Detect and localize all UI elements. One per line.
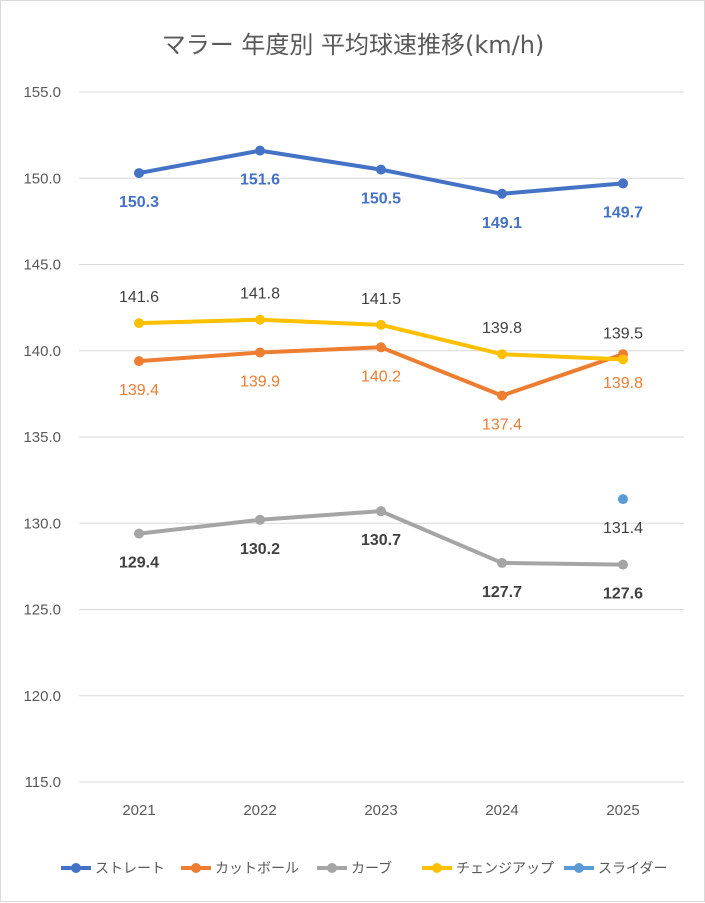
series-4: [134, 314, 628, 365]
legend-marker: [191, 863, 201, 873]
data-label: 129.4: [119, 555, 159, 572]
y-axis: 115.0 120.0 125.0 130.0 135.0 140.0 145.0 150.0…: [23, 84, 61, 791]
data-label: 140.2: [361, 368, 401, 385]
x-tick-label: 2025: [606, 802, 639, 819]
x-axis: 2021 2022 2023 2024 2025: [122, 802, 639, 819]
data-point: [497, 557, 507, 568]
data-label: 131.4: [603, 520, 643, 537]
data-labels: 150.3 151.6 150.5 149.1 149.7 139.4 139.9 140.2…: [119, 172, 643, 603]
legend-item-5[interactable]: スライダー: [564, 861, 667, 877]
y-tick-label: 150.0: [23, 170, 61, 187]
data-label: 149.1: [482, 215, 522, 232]
legend-item-3[interactable]: カーブ: [317, 860, 392, 877]
y-tick-label: 130.0: [23, 515, 61, 532]
legend-marker: [574, 863, 584, 873]
x-tick-label: 2021: [122, 802, 155, 819]
series-5: [618, 494, 628, 505]
data-label: 150.5: [361, 191, 401, 208]
data-point: [376, 319, 386, 330]
data-label: 139.8: [482, 320, 522, 337]
legend-item-1[interactable]: ストレート: [61, 861, 165, 877]
legend-item-2[interactable]: カットボール: [181, 861, 299, 877]
data-label: 141.8: [240, 286, 280, 303]
data-point: [255, 314, 265, 325]
y-tick-label: 155.0: [23, 84, 61, 101]
data-point: [376, 164, 386, 175]
chart-title: マラー 年度別 平均球速推移(km/h): [162, 31, 545, 59]
y-tick-label: 115.0: [25, 774, 61, 791]
data-point: [376, 506, 386, 517]
data-point: [255, 514, 265, 525]
data-point: [134, 318, 144, 329]
data-label: 141.6: [119, 289, 159, 306]
legend-label: カットボール: [215, 861, 299, 877]
x-tick-label: 2023: [364, 802, 397, 819]
x-tick-label: 2024: [485, 802, 518, 819]
legend-label: スライダー: [598, 861, 667, 877]
data-label: 130.2: [240, 541, 280, 558]
y-tick-label: 135.0: [23, 429, 61, 446]
legend-marker: [327, 863, 337, 873]
data-label: 150.3: [119, 194, 159, 211]
data-point: [255, 145, 265, 156]
y-tick-label: 145.0: [23, 257, 61, 274]
data-point: [255, 347, 265, 358]
x-tick-label: 2022: [243, 802, 276, 819]
legend-marker: [432, 863, 442, 873]
data-point: [134, 528, 144, 539]
y-tick-label: 120.0: [23, 688, 61, 705]
series-group: [134, 145, 628, 570]
legend-label: ストレート: [95, 861, 165, 877]
data-label: 139.9: [240, 373, 280, 390]
data-point: [134, 168, 144, 179]
data-point: [134, 356, 144, 367]
legend-item-4[interactable]: チェンジアップ: [422, 861, 554, 877]
legend-label: チェンジアップ: [456, 861, 554, 877]
data-point: [497, 390, 507, 401]
data-label: 127.7: [482, 584, 522, 601]
series-2: [134, 342, 628, 401]
legend-label: カーブ: [351, 860, 392, 877]
data-point: [618, 178, 628, 189]
data-label: 130.7: [361, 532, 401, 549]
data-label: 141.5: [361, 291, 401, 308]
legend[interactable]: ストレート カットボール カーブ チェンジアップ スライダー: [61, 860, 667, 877]
data-point: [376, 342, 386, 353]
series-1: [134, 145, 628, 199]
data-point: [497, 188, 507, 199]
data-label: 151.6: [240, 172, 280, 189]
data-label: 127.6: [603, 586, 643, 603]
data-point: [497, 349, 507, 360]
y-tick-label: 125.0: [23, 602, 61, 619]
data-label: 139.5: [603, 325, 643, 342]
data-point: [618, 354, 628, 365]
series-3: [134, 506, 628, 570]
legend-marker: [71, 863, 81, 873]
data-label: 139.8: [603, 375, 643, 392]
data-point: [618, 494, 628, 505]
data-point: [618, 559, 628, 570]
data-label: 149.7: [603, 204, 643, 221]
data-label: 139.4: [119, 382, 159, 399]
y-tick-label: 140.0: [23, 343, 61, 360]
data-label: 137.4: [482, 417, 522, 434]
